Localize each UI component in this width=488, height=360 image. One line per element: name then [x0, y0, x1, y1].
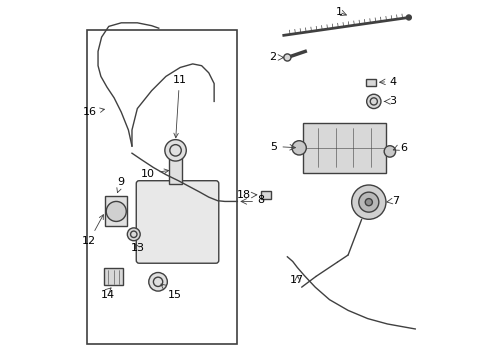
Text: 10: 10 — [140, 168, 168, 179]
Text: 16: 16 — [83, 107, 104, 117]
Bar — [104, 268, 123, 285]
Bar — [303, 123, 385, 173]
Text: 11: 11 — [172, 75, 186, 138]
Circle shape — [283, 54, 290, 61]
Circle shape — [384, 146, 395, 157]
Bar — [365, 78, 375, 86]
Bar — [87, 30, 237, 344]
Circle shape — [148, 273, 167, 291]
Circle shape — [358, 192, 378, 212]
Text: 5: 5 — [270, 142, 277, 152]
Text: 6: 6 — [399, 143, 406, 153]
Circle shape — [291, 141, 305, 155]
Text: 12: 12 — [82, 215, 103, 246]
Circle shape — [127, 228, 140, 241]
Text: 2: 2 — [268, 53, 275, 63]
Circle shape — [106, 202, 126, 221]
Bar — [105, 196, 127, 226]
Text: 4: 4 — [388, 77, 395, 87]
Text: 15: 15 — [161, 284, 182, 300]
FancyBboxPatch shape — [136, 181, 218, 263]
Circle shape — [366, 94, 380, 109]
Text: 9: 9 — [117, 177, 124, 193]
Text: 14: 14 — [101, 290, 115, 300]
Text: 13: 13 — [130, 243, 144, 253]
Text: 1: 1 — [335, 7, 342, 17]
Text: 18: 18 — [236, 190, 250, 200]
Circle shape — [406, 15, 410, 20]
Text: 8: 8 — [257, 195, 264, 205]
Circle shape — [365, 199, 372, 206]
Bar — [168, 157, 182, 184]
Bar — [260, 191, 270, 199]
Text: 3: 3 — [388, 96, 395, 107]
Circle shape — [164, 140, 186, 161]
Circle shape — [351, 185, 385, 219]
Text: 17: 17 — [290, 275, 304, 285]
Text: 7: 7 — [391, 197, 398, 206]
